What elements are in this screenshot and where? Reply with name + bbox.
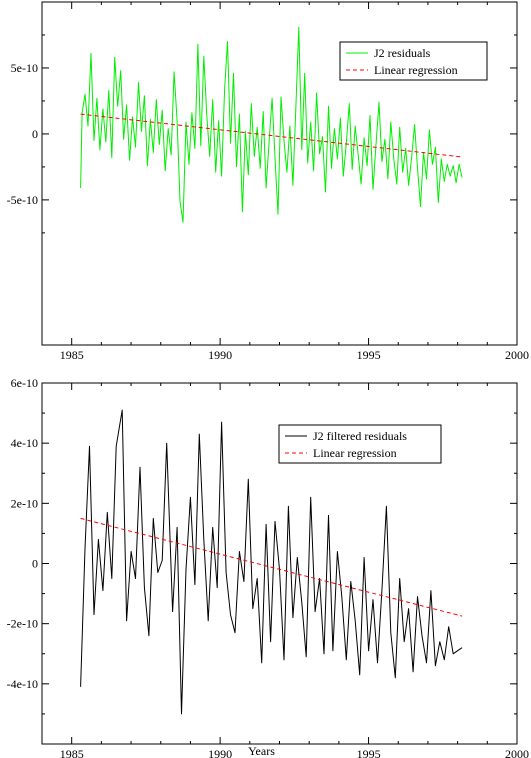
- legend-label-linear-regression: Linear regression: [374, 63, 458, 77]
- y-tick-label: 2e-10: [11, 496, 38, 510]
- x-tick-label: 1990: [208, 348, 232, 362]
- y-tick-label: -4e-10: [7, 677, 38, 691]
- y-tick-label: 5e-10: [11, 61, 38, 75]
- series-line-linear-regression: [80, 113, 463, 158]
- x-tick-label: 2000: [505, 747, 529, 758]
- x-tick-label: 1990: [208, 747, 232, 758]
- y-tick-label: 0: [32, 557, 38, 571]
- legend-label-j2-residuals: J2 residuals: [374, 46, 431, 60]
- y-tick-label: 6e-10: [11, 376, 38, 390]
- series-line-linear-regression: [80, 517, 463, 617]
- series-line-j2-filtered-residuals: [80, 409, 463, 715]
- y-tick-label: 0: [32, 127, 38, 141]
- x-tick-label: 2000: [505, 348, 529, 362]
- legend-box: [278, 424, 442, 464]
- legend-label-j2-filtered-residuals: J2 filtered residuals: [313, 429, 407, 443]
- x-tick-label: 1995: [357, 348, 381, 362]
- legend-box: [339, 41, 488, 81]
- y-tick-label: -2e-10: [7, 617, 38, 631]
- y-tick-label: -5e-10: [7, 193, 38, 207]
- x-axis-label: Years: [248, 744, 275, 758]
- series-line-j2-residuals: [80, 26, 463, 223]
- x-tick-label: 1985: [60, 747, 84, 758]
- x-tick-label: 1995: [357, 747, 381, 758]
- y-tick-label: 4e-10: [11, 436, 38, 450]
- legend-label-linear-regression: Linear regression: [313, 446, 397, 460]
- chart-panel-residuals: 1985 1990 1995 2000 -5e-10 0 5e-10 J2 residuals…: [7, 1, 529, 362]
- chart-panel-filtered: 1985 1990 1995 2000 -4e-10 -2e-10 0 2e-10 4e-10 6…: [7, 376, 529, 758]
- x-tick-label: 1985: [60, 348, 84, 362]
